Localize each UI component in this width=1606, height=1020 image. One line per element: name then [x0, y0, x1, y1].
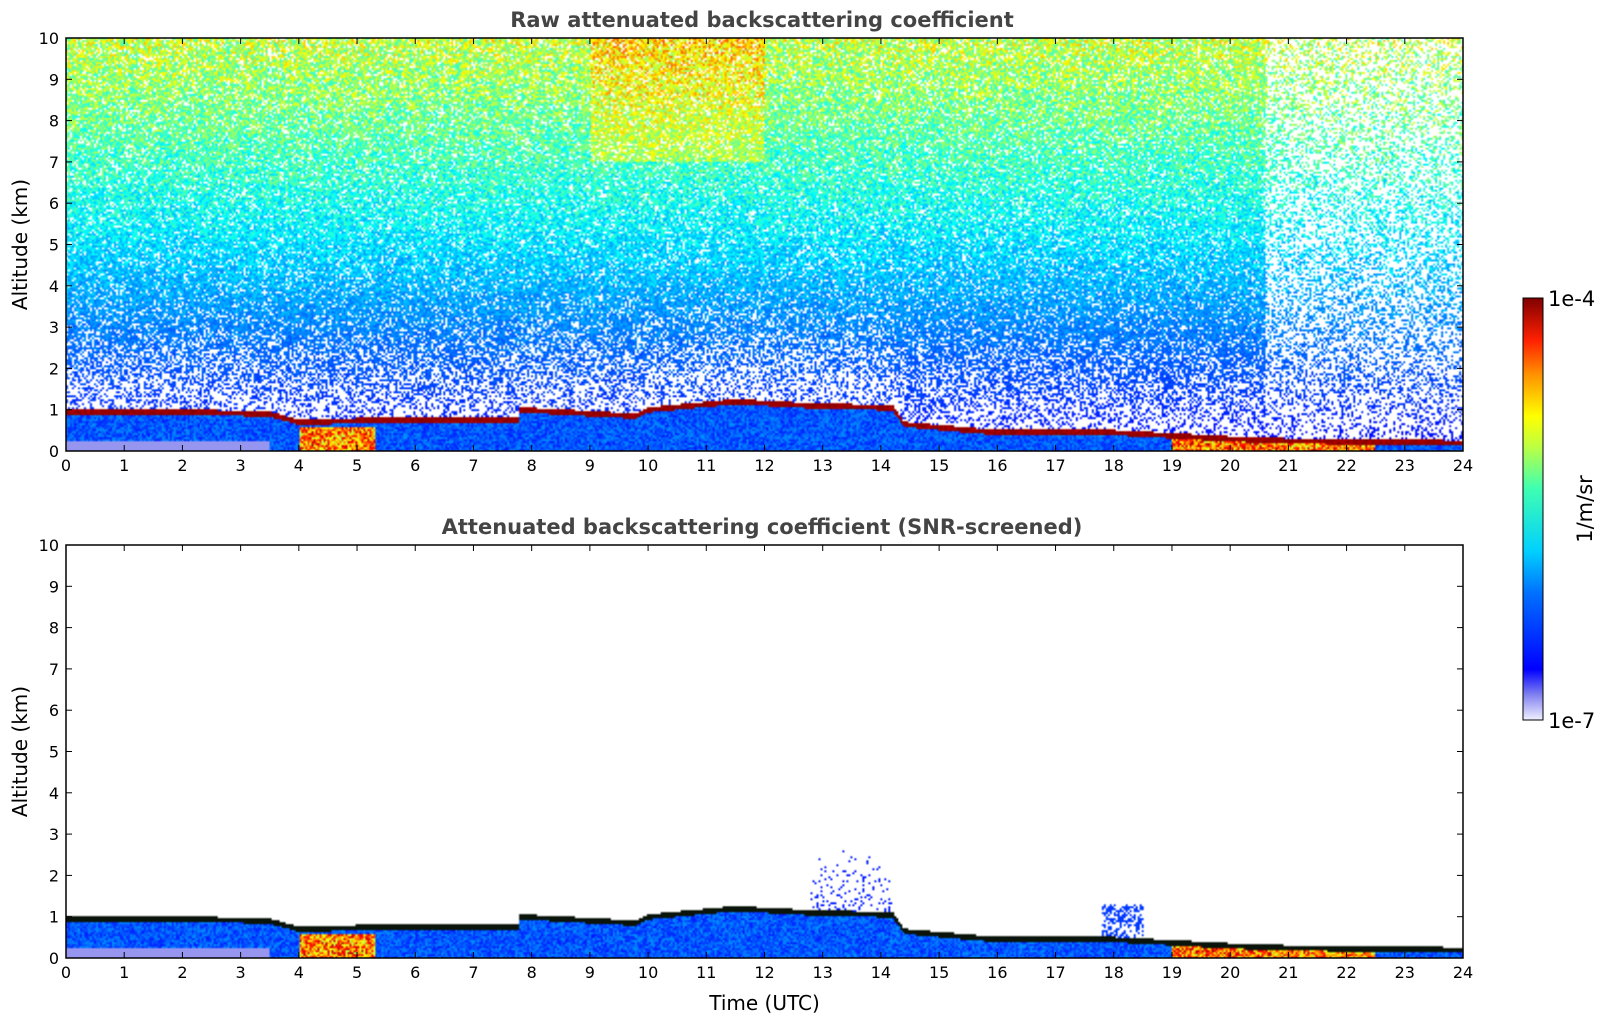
- y-tick-label: 0: [49, 442, 59, 461]
- x-tick-label: 17: [1045, 456, 1065, 475]
- x-tick-label: 12: [754, 963, 774, 982]
- y-tick-label: 6: [49, 194, 59, 213]
- x-axis-label: Time (UTC): [708, 991, 820, 1015]
- x-tick-label: 2: [177, 456, 187, 475]
- y-tick-label: 4: [49, 277, 59, 296]
- x-tick-label: 14: [871, 456, 891, 475]
- x-tick-label: 0: [61, 963, 71, 982]
- y-tick-label: 5: [49, 236, 59, 255]
- y-tick-label: 8: [49, 619, 59, 638]
- x-tick-label: 10: [638, 456, 658, 475]
- x-tick-label: 6: [410, 456, 420, 475]
- x-tick-label: 9: [585, 456, 595, 475]
- y-axis-label: Altitude (km): [8, 686, 32, 817]
- x-tick-label: 19: [1162, 963, 1182, 982]
- colorbar-max-label: 1e-4: [1548, 287, 1595, 311]
- x-tick-label: 18: [1104, 963, 1124, 982]
- x-tick-label: 20: [1220, 963, 1240, 982]
- x-tick-label: 8: [527, 963, 537, 982]
- x-tick-label: 5: [352, 456, 362, 475]
- y-tick-label: 2: [49, 866, 59, 885]
- y-tick-label: 8: [49, 112, 59, 131]
- y-tick-label: 3: [49, 318, 59, 337]
- x-tick-label: 12: [754, 456, 774, 475]
- x-tick-label: 5: [352, 963, 362, 982]
- x-tick-label: 10: [638, 963, 658, 982]
- x-tick-label: 18: [1104, 456, 1124, 475]
- x-tick-label: 1: [119, 963, 129, 982]
- y-tick-label: 1: [49, 401, 59, 420]
- y-tick-label: 2: [49, 359, 59, 378]
- x-tick-label: 11: [696, 963, 716, 982]
- x-tick-label: 15: [929, 963, 949, 982]
- y-axis: 0 1 2 3 4 5 6 7 8 9 10: [39, 29, 1463, 461]
- y-axis: 0 1 2 3 4 5 6 7 8 9 10: [39, 536, 1463, 968]
- x-tick-label: 4: [294, 456, 304, 475]
- panel-title: Raw attenuated backscattering coefficien…: [510, 8, 1014, 32]
- x-tick-label: 24: [1453, 456, 1473, 475]
- raw-backscatter-panel: Raw attenuated backscattering coefficien…: [8, 8, 1473, 475]
- x-tick-label: 21: [1278, 456, 1298, 475]
- colorbar: 1e-4 1e-7 1/m/sr: [1522, 287, 1597, 733]
- colorbar-gradient: [1522, 297, 1544, 721]
- y-axis-label: Altitude (km): [8, 179, 32, 310]
- y-tick-label: 10: [39, 29, 59, 48]
- y-tick-label: 4: [49, 784, 59, 803]
- x-tick-label: 20: [1220, 456, 1240, 475]
- colorbar-min-label: 1e-7: [1548, 709, 1595, 733]
- x-axis: 0 1 2 3 4 5 6 7 8 9 10 11 12 13 14 15 16 17 18 19 20 21 22 23 24: [61, 38, 1473, 475]
- y-tick-label: 3: [49, 825, 59, 844]
- x-tick-label: 15: [929, 456, 949, 475]
- x-tick-label: 1: [119, 456, 129, 475]
- x-tick-label: 7: [468, 963, 478, 982]
- y-tick-label: 6: [49, 701, 59, 720]
- panel-title: Attenuated backscattering coefficient (S…: [442, 515, 1083, 539]
- x-tick-label: 16: [987, 456, 1007, 475]
- y-tick-label: 9: [49, 70, 59, 89]
- x-tick-label: 22: [1336, 456, 1356, 475]
- x-tick-label: 7: [468, 456, 478, 475]
- x-tick-label: 3: [236, 963, 246, 982]
- y-tick-label: 9: [49, 577, 59, 596]
- x-tick-label: 19: [1162, 456, 1182, 475]
- y-tick-label: 7: [49, 660, 59, 679]
- x-tick-label: 4: [294, 963, 304, 982]
- x-tick-label: 11: [696, 456, 716, 475]
- x-tick-label: 17: [1045, 963, 1065, 982]
- x-tick-label: 13: [813, 456, 833, 475]
- y-tick-label: 7: [49, 153, 59, 172]
- heatmap-image: [66, 545, 1463, 958]
- y-tick-label: 10: [39, 536, 59, 555]
- x-tick-label: 8: [527, 456, 537, 475]
- colorbar-unit-label: 1/m/sr: [1573, 475, 1597, 543]
- x-tick-label: 16: [987, 963, 1007, 982]
- x-tick-label: 0: [61, 456, 71, 475]
- x-tick-label: 22: [1336, 963, 1356, 982]
- x-tick-label: 21: [1278, 963, 1298, 982]
- x-axis: 0 1 2 3 4 5 6 7 8 9 10 11 12 13 14 15 16 17 18 19 20 21 22 23 24: [61, 545, 1473, 982]
- x-tick-label: 23: [1395, 963, 1415, 982]
- x-tick-label: 24: [1453, 963, 1473, 982]
- x-tick-label: 3: [236, 456, 246, 475]
- x-tick-label: 6: [410, 963, 420, 982]
- screened-backscatter-panel: Attenuated backscattering coefficient (S…: [8, 515, 1473, 1015]
- heatmap-image: [66, 38, 1463, 451]
- x-tick-label: 23: [1395, 456, 1415, 475]
- y-tick-label: 0: [49, 949, 59, 968]
- x-tick-label: 2: [177, 963, 187, 982]
- y-tick-label: 5: [49, 743, 59, 762]
- y-tick-label: 1: [49, 908, 59, 927]
- x-tick-label: 13: [813, 963, 833, 982]
- x-tick-label: 14: [871, 963, 891, 982]
- x-tick-label: 9: [585, 963, 595, 982]
